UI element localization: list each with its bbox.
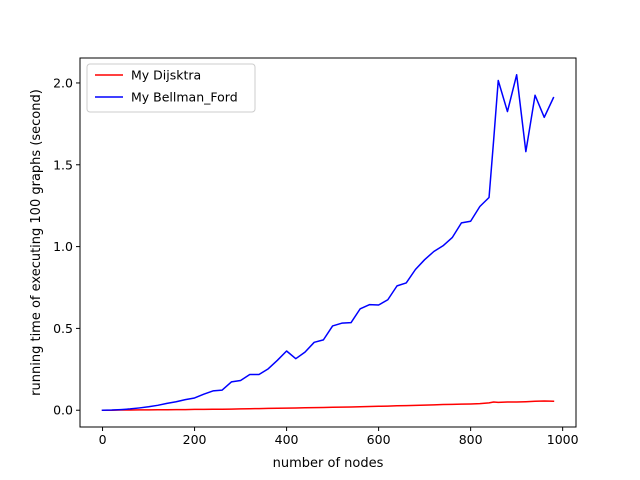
x-tick-label: 400 [275, 432, 299, 447]
x-tick-label: 0 [99, 432, 107, 447]
x-tick-label: 200 [183, 432, 207, 447]
x-axis-ticks: 0 200 400 600 800 1000 [99, 427, 579, 447]
x-axis-label: number of nodes [273, 456, 384, 471]
series-line-dijkstra [101, 400, 555, 411]
y-tick-label: 0.5 [53, 321, 73, 336]
legend: My Dijsktra My Bellman_Ford [86, 63, 256, 113]
x-tick-label: 600 [367, 432, 391, 447]
x-tick-label: 1000 [547, 432, 579, 447]
legend-label-bellman-ford: My Bellman_Ford [131, 90, 238, 105]
legend-box [86, 63, 256, 113]
series-layer [101, 74, 555, 411]
axes-frame [79, 57, 577, 428]
plot-area [79, 57, 577, 428]
series-line-bellman-ford [101, 74, 555, 411]
y-tick-label: 1.5 [53, 157, 73, 172]
y-axis-ticks: 0.0 0.5 1.0 1.5 2.0 [53, 75, 80, 418]
y-axis-label: running time of executing 100 graphs (se… [29, 89, 44, 396]
y-tick-label: 2.0 [53, 75, 73, 90]
x-tick-label: 800 [459, 432, 483, 447]
y-tick-label: 1.0 [53, 239, 73, 254]
y-tick-label: 0.0 [53, 403, 73, 418]
legend-label-dijkstra: My Dijsktra [131, 68, 201, 83]
